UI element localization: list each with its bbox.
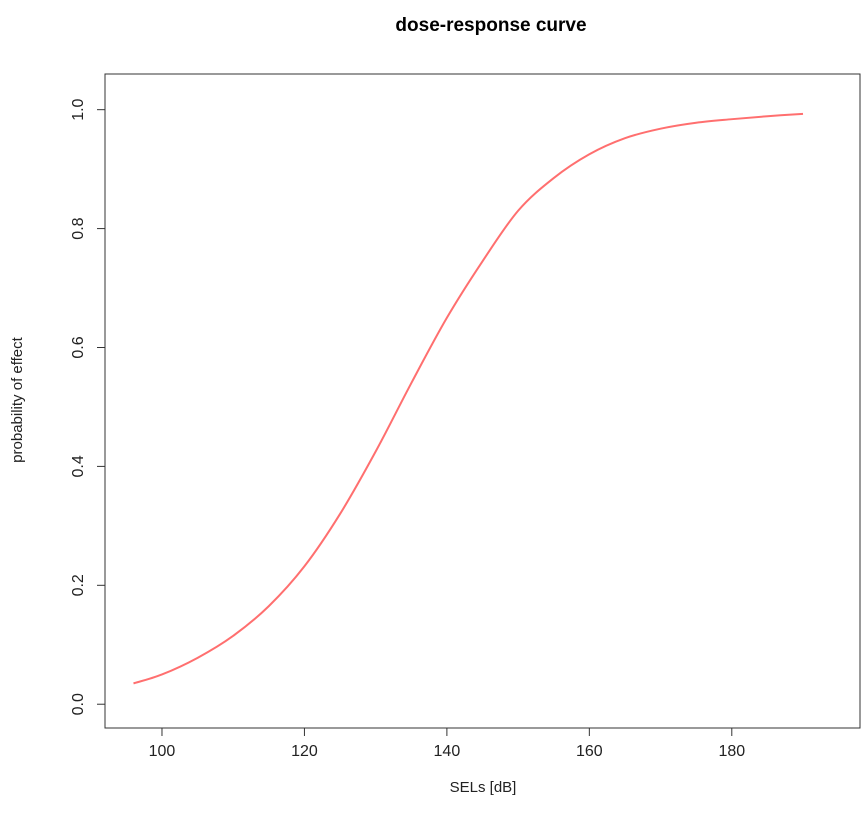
- series-layer: [133, 112, 804, 685]
- y-tick-label: 0.4: [70, 455, 87, 477]
- y-tick-label: 0.0: [70, 693, 87, 715]
- x-axis: 100 120 140 160 180: [149, 727, 745, 760]
- y-axis-label: probability of effect: [9, 336, 26, 462]
- x-tick-label: 100: [149, 743, 176, 760]
- y-tick-label: 0.6: [70, 336, 87, 358]
- x-tick-label: 120: [291, 743, 318, 760]
- x-axis-label: SELs [dB]: [450, 779, 517, 796]
- x-tick-label: 140: [434, 743, 461, 760]
- dose-response-line: [133, 112, 804, 685]
- y-tick-label: 0.2: [70, 574, 87, 596]
- y-axis: 0.0 0.2 0.4 0.6 0.8 1.0: [70, 98, 106, 715]
- y-tick-label: 1.0: [70, 98, 87, 120]
- chart-title: dose-response curve: [395, 15, 586, 36]
- y-tick-label: 0.8: [70, 217, 87, 239]
- plot-frame: [104, 73, 861, 729]
- x-tick-label: 180: [718, 743, 745, 760]
- x-tick-label: 160: [576, 743, 603, 760]
